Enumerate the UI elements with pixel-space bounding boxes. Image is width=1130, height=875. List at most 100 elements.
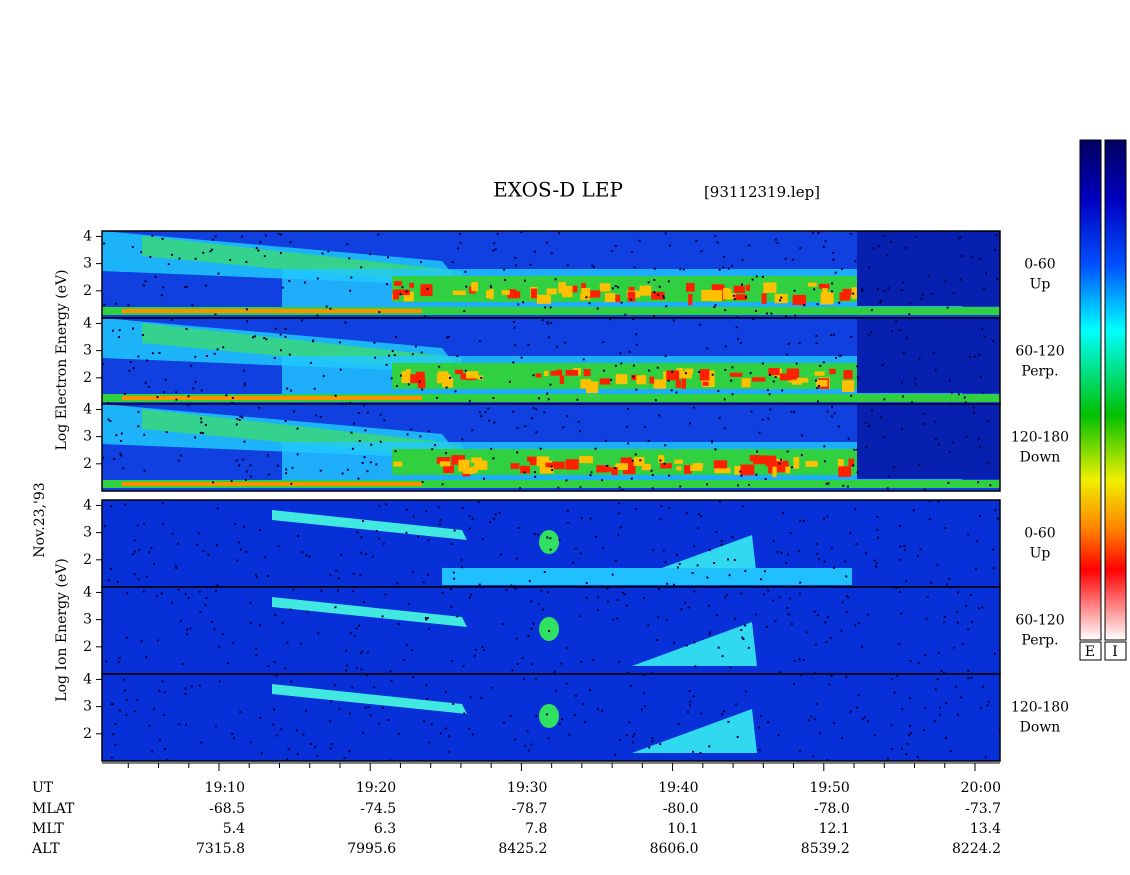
speckle [937,500,940,503]
speckle [421,480,424,483]
speckle [787,342,790,345]
speckle [653,278,656,281]
speckle [522,678,525,681]
speckle [327,250,330,253]
speckle [932,352,935,355]
hot-spot [396,289,410,296]
speckle [642,674,645,677]
speckle [493,517,496,520]
speckle [533,471,536,474]
speckle [387,718,390,721]
speckle [899,545,902,548]
speckle [861,718,864,721]
speckle [901,708,904,711]
speckle [280,728,283,731]
speckle [239,711,242,714]
speckle [774,238,777,241]
speckle [689,700,692,703]
speckle [267,454,270,457]
speckle [931,293,934,296]
hot-spot [771,461,784,471]
speckle [812,231,815,234]
speckle [478,411,481,414]
speckle [727,558,730,561]
speckle [245,550,248,553]
speckle [200,389,203,392]
speckle [774,375,777,378]
speckle [664,561,667,564]
speckle [961,255,964,258]
speckle [832,258,835,261]
speckle [158,689,161,692]
speckle [473,654,476,657]
speckle [514,738,517,741]
speckle [137,410,140,413]
ephemeris-value: -74.5 [360,801,396,817]
hot-spot [454,369,464,374]
speckle [205,355,208,358]
speckle [631,459,634,462]
speckle [436,396,439,399]
speckle [314,746,317,749]
speckle [469,696,472,699]
speckle [363,456,366,459]
spectrogram [101,499,1001,588]
speckle [231,401,234,404]
speckle [512,585,515,587]
speckle [785,315,788,318]
speckle [938,714,941,717]
spectrogram-image [102,404,1000,491]
hot-spot [636,375,647,385]
speckle [816,386,819,389]
speckle [601,479,604,482]
speckle [697,513,700,516]
speckle [102,363,105,366]
speckle [959,278,962,281]
hot-spot [546,288,557,295]
speckle [825,640,828,643]
speckle [369,461,372,464]
hot-spot [580,379,591,389]
speckle [786,353,789,356]
speckle [127,304,130,307]
speckle [713,306,716,309]
speckle [468,399,471,402]
speckle [190,364,193,367]
speckle [119,709,122,712]
speckle [856,471,859,474]
speckle [114,743,117,746]
ephemeris-value: 19:50 [809,780,849,796]
speckle [123,689,126,692]
speckle [620,362,623,365]
speckle [215,544,218,547]
speckle [630,298,633,301]
speckle [643,597,646,600]
speckle [481,646,484,649]
speckle [601,709,604,712]
speckle [815,379,818,382]
speckle [602,341,605,344]
speckle [672,583,675,586]
speckle [708,549,711,552]
speckle [881,364,884,367]
speckle [817,232,820,235]
speckle [458,232,461,235]
speckle [454,390,457,393]
speckle [688,690,691,693]
speckle [243,525,246,528]
speckle [905,579,908,582]
speckle [822,517,825,520]
hot-spot [580,293,590,301]
speckle [411,353,414,356]
speckle [697,527,700,530]
panel-label: 60-120 [1015,613,1064,629]
date-label: Nov.23,'93 [32,482,48,557]
speckle [813,718,816,721]
speckle [512,410,515,413]
hot-spot [536,294,551,304]
speckle [204,424,207,427]
speckle [849,531,852,534]
speckle [943,527,946,530]
colorbar-label: I [1112,644,1118,660]
speckle [762,593,765,596]
